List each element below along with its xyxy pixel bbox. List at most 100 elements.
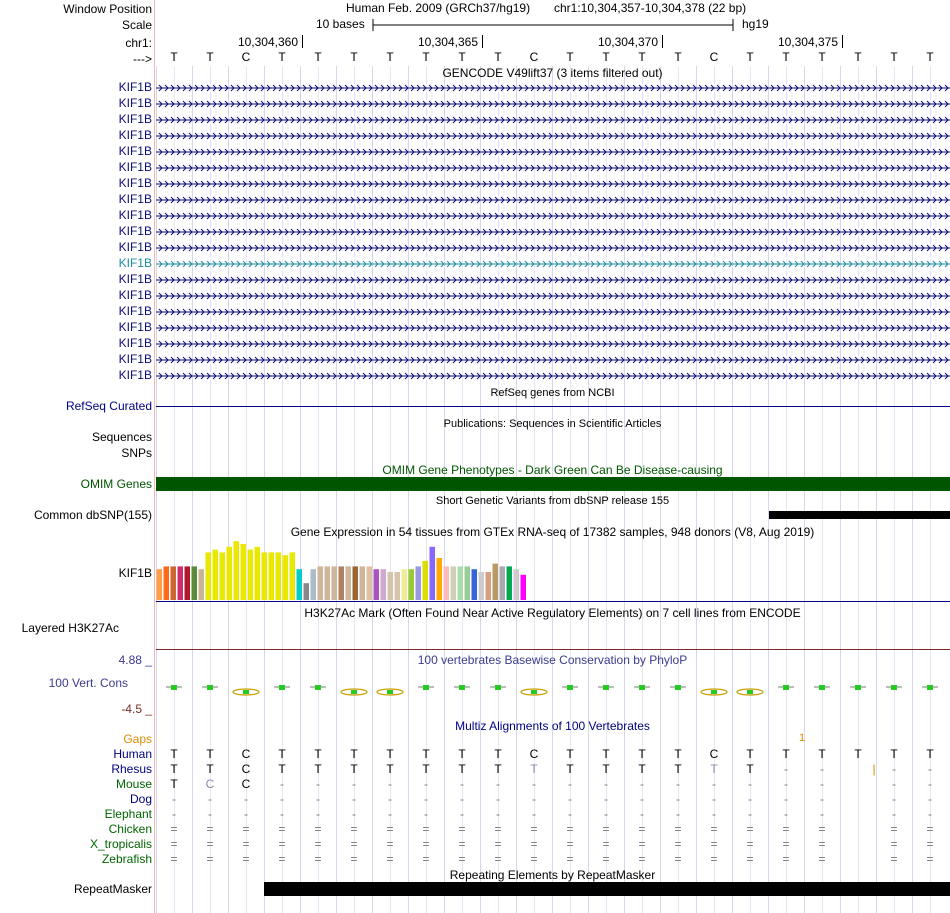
publications-sequences-label[interactable]: Sequences [91,430,152,444]
repeatmasker-element[interactable] [264,882,950,896]
dbsnp-label[interactable]: Common dbSNP(155) [33,508,152,522]
gtex-tissue-bar[interactable] [254,546,261,600]
refseq-gene-line[interactable] [156,406,950,407]
gencode-transcript[interactable] [156,291,950,301]
gtex-tissue-bar[interactable] [212,549,219,600]
gtex-tissue-bar[interactable] [205,552,212,600]
gtex-tissue-bar[interactable] [513,569,520,600]
gtex-tissue-bar[interactable] [415,566,422,600]
refseq-label[interactable]: RefSeq Curated [65,399,152,413]
gtex-tissue-bar[interactable] [331,566,338,600]
gtex-tissue-bar[interactable] [317,566,324,600]
gtex-tissue-bar[interactable] [373,569,380,600]
gencode-transcript[interactable] [156,211,950,221]
gtex-tissue-bar[interactable] [324,566,331,600]
gtex-tissue-bar[interactable] [471,569,478,600]
gtex-tissue-bar[interactable] [352,566,359,600]
gtex-tissue-bar[interactable] [464,566,471,600]
gtex-tissue-bar[interactable] [198,569,205,600]
gtex-tissue-bar[interactable] [177,566,184,600]
multiz-species-label[interactable]: X_tropicalis [89,837,152,851]
gtex-tissue-bar[interactable] [184,566,191,600]
gtex-tissue-bar[interactable] [156,569,163,600]
gtex-tissue-bar[interactable] [345,566,352,600]
gtex-tissue-bar[interactable] [233,541,240,600]
gencode-gene-label[interactable]: KIF1B [118,368,152,382]
gencode-gene-label[interactable]: KIF1B [118,304,152,318]
multiz-species-label[interactable]: Mouse [115,777,152,791]
gtex-tissue-bar[interactable] [401,569,408,600]
multiz-species-label[interactable]: Zebrafish [101,852,152,866]
gtex-tissue-bar[interactable] [163,566,170,600]
gtex-tissue-bar[interactable] [366,566,373,600]
h3k27ac-label[interactable]: Layered H3K27Ac [21,621,119,635]
gencode-gene-label[interactable]: KIF1B [118,320,152,334]
gtex-tissue-bar[interactable] [450,566,457,600]
gtex-tissue-bar[interactable] [275,552,282,600]
gencode-transcript[interactable] [156,195,950,205]
gtex-tissue-bar[interactable] [219,552,226,600]
gencode-gene-label[interactable]: KIF1B [118,256,152,270]
gencode-transcript[interactable] [156,323,950,333]
repeatmasker-label[interactable]: RepeatMasker [73,882,152,896]
gencode-gene-label[interactable]: KIF1B [118,96,152,110]
gtex-tissue-bar[interactable] [380,569,387,600]
gtex-tissue-bar[interactable] [387,572,394,600]
gtex-tissue-bar[interactable] [303,583,310,600]
multiz-species-label[interactable]: Elephant [104,807,152,821]
gtex-tissue-bar[interactable] [422,560,429,600]
gencode-gene-label[interactable]: KIF1B [118,272,152,286]
gtex-tissue-bar[interactable] [443,566,450,600]
gtex-tissue-bar[interactable] [499,566,506,600]
gtex-tissue-bar[interactable] [478,572,485,600]
gtex-label[interactable]: KIF1B [118,566,152,580]
gencode-transcript[interactable] [156,259,950,269]
gencode-transcript[interactable] [156,371,950,381]
gencode-transcript[interactable] [156,163,950,173]
gencode-transcript[interactable] [156,307,950,317]
gencode-transcript[interactable] [156,147,950,157]
gencode-gene-label[interactable]: KIF1B [118,224,152,238]
gtex-tissue-bar[interactable] [247,549,254,600]
gencode-gene-label[interactable]: KIF1B [118,176,152,190]
multiz-species-label[interactable]: Rhesus [111,762,152,776]
gencode-transcript[interactable] [156,227,950,237]
multiz-species-label[interactable]: Human [113,747,152,761]
gencode-gene-label[interactable]: KIF1B [118,112,152,126]
gtex-tissue-bar[interactable] [240,544,247,600]
gencode-transcript[interactable] [156,339,950,349]
publications-snps-label[interactable]: SNPs [121,446,152,460]
gtex-tissue-bar[interactable] [261,552,268,600]
gtex-tissue-bar[interactable] [338,566,345,600]
gtex-tissue-bar[interactable] [268,552,275,600]
gencode-transcript[interactable] [156,83,950,93]
gtex-tissue-bar[interactable] [170,566,177,600]
gtex-tissue-bar[interactable] [436,558,443,600]
gencode-transcript[interactable] [156,115,950,125]
gtex-tissue-bar[interactable] [506,566,513,600]
gencode-gene-label[interactable]: KIF1B [118,240,152,254]
gencode-gene-label[interactable]: KIF1B [118,192,152,206]
gtex-tissue-bar[interactable] [289,552,296,600]
dbsnp-variant-bar[interactable] [769,511,950,519]
gtex-tissue-bar[interactable] [408,569,415,600]
gencode-gene-label[interactable]: KIF1B [118,208,152,222]
gencode-transcript[interactable] [156,179,950,189]
gtex-tissue-bar[interactable] [296,569,303,600]
multiz-species-label[interactable]: Dog [129,792,152,806]
gtex-tissue-bar[interactable] [520,574,527,600]
gencode-transcript[interactable] [156,99,950,109]
gtex-tissue-bar[interactable] [310,569,317,600]
gencode-transcript[interactable] [156,243,950,253]
gtex-tissue-bar[interactable] [191,566,198,600]
omim-gene-bar[interactable] [156,477,950,491]
gtex-tissue-bar[interactable] [492,563,499,600]
gencode-gene-label[interactable]: KIF1B [118,352,152,366]
gencode-gene-label[interactable]: KIF1B [118,144,152,158]
gtex-tissue-bar[interactable] [457,566,464,600]
gtex-bar-chart[interactable] [156,538,950,602]
gtex-tissue-bar[interactable] [394,572,401,600]
gtex-tissue-bar[interactable] [282,555,289,600]
gtex-tissue-bar[interactable] [226,546,233,600]
gtex-tissue-bar[interactable] [429,546,436,600]
